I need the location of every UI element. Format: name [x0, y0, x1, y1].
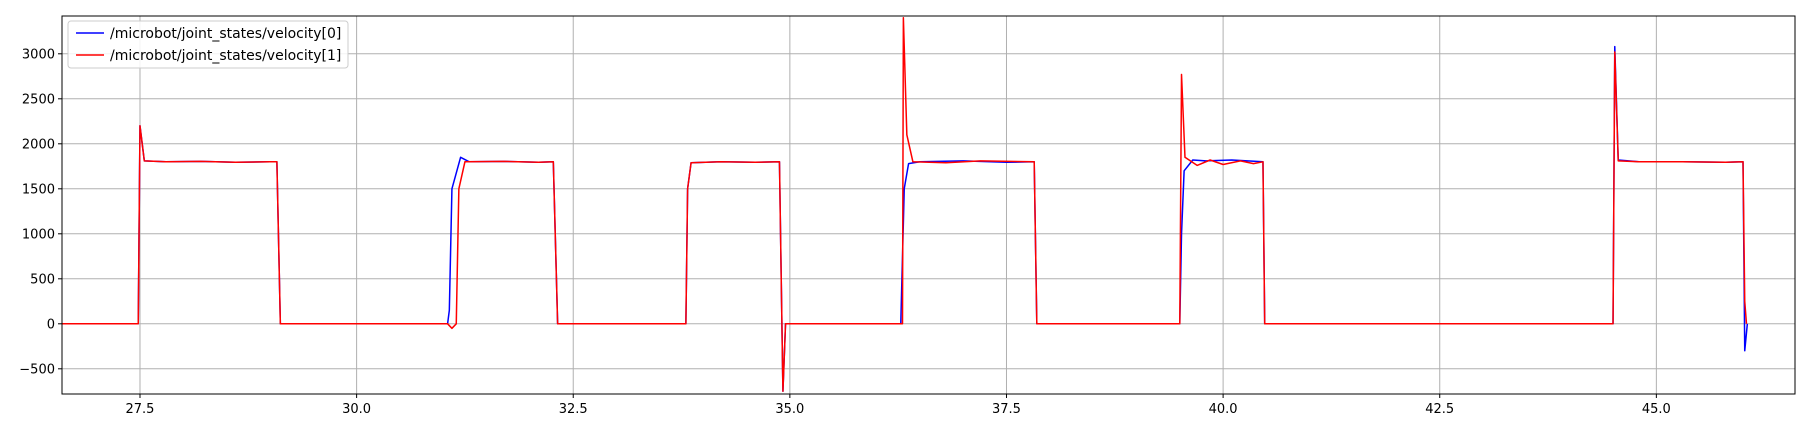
x-tick-label: 37.5 [992, 402, 1021, 417]
y-tick-label: 1500 [22, 182, 55, 197]
legend: /microbot/joint_states/velocity[0] /micr… [67, 20, 349, 69]
y-tick-label: 1000 [22, 227, 55, 242]
legend-label-series-1: /microbot/joint_states/velocity[1] [110, 48, 341, 64]
x-tick-label: 45.0 [1642, 402, 1671, 417]
axis-ticks: 27.5 30.0 32.5 35.0 37.5 40.0 42.5 45.0 −500 0 500… [19, 47, 1671, 417]
x-tick-label: 42.5 [1425, 402, 1454, 417]
series-layer [62, 17, 1749, 393]
x-tick-label: 27.5 [126, 402, 155, 417]
series-line-1 [62, 17, 1748, 393]
y-tick-label: −500 [19, 362, 55, 377]
legend-box [67, 20, 349, 69]
x-tick-label: 30.0 [342, 402, 371, 417]
y-tick-label: 500 [30, 272, 55, 287]
x-tick-label: 32.5 [559, 402, 588, 417]
x-tick-label: 35.0 [775, 402, 804, 417]
legend-label-series-0: /microbot/joint_states/velocity[0] [110, 26, 341, 42]
y-tick-label: 3000 [22, 47, 55, 62]
y-tick-label: 0 [47, 317, 55, 332]
y-tick-label: 2500 [22, 92, 55, 107]
x-tick-label: 40.0 [1209, 402, 1238, 417]
plot-area-frame [61, 15, 1796, 395]
y-tick-label: 2000 [22, 137, 55, 152]
